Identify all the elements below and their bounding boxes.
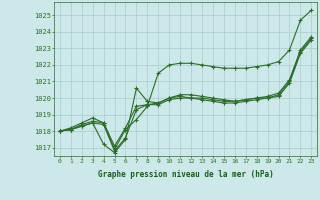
X-axis label: Graphe pression niveau de la mer (hPa): Graphe pression niveau de la mer (hPa) xyxy=(98,170,274,179)
